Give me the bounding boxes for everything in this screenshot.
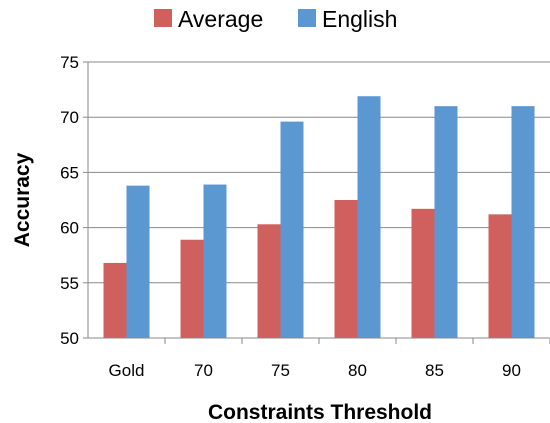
bar-english-85 (434, 106, 458, 338)
gridlines (88, 61, 550, 284)
y-tick-label: 60 (60, 219, 79, 238)
x-axis-title: Constraints Threshold (208, 401, 432, 423)
x-tick-label: 75 (271, 361, 290, 380)
y-tick-label: 50 (60, 329, 79, 348)
bar-average-70 (180, 239, 204, 338)
y-tick-labels: 50 55 60 65 70 75 (60, 53, 79, 348)
bar-average-75 (257, 224, 281, 338)
axes (83, 61, 550, 344)
legend-swatch-english (298, 9, 316, 27)
bar-average-85 (411, 208, 435, 338)
legend-label-average: Average (178, 6, 263, 32)
bar-english-75 (280, 121, 304, 338)
x-tick-label: 80 (348, 361, 367, 380)
legend-label-english: English (322, 6, 397, 32)
y-axis-title: Accuracy (11, 152, 34, 247)
bar-average-80 (334, 200, 358, 338)
y-tick-label: 75 (60, 53, 79, 72)
bar-average-90 (488, 214, 512, 338)
bar-english-gold (126, 185, 150, 338)
x-tick-labels: Gold 70 75 80 85 90 (109, 361, 521, 380)
legend: Average English (154, 6, 397, 32)
y-tick-label: 70 (60, 108, 79, 127)
x-tick-label: 85 (425, 361, 444, 380)
y-tick-label: 55 (60, 274, 79, 293)
bar-average-gold (103, 262, 127, 338)
bars (103, 96, 535, 338)
bar-english-70 (203, 184, 227, 338)
bar-english-90 (511, 106, 535, 338)
legend-swatch-average (154, 9, 172, 27)
x-tick-label: Gold (109, 361, 145, 380)
x-tick-label: 70 (194, 361, 213, 380)
bar-english-80 (357, 96, 381, 338)
x-tick-label: 90 (502, 361, 521, 380)
y-tick-label: 65 (60, 163, 79, 182)
